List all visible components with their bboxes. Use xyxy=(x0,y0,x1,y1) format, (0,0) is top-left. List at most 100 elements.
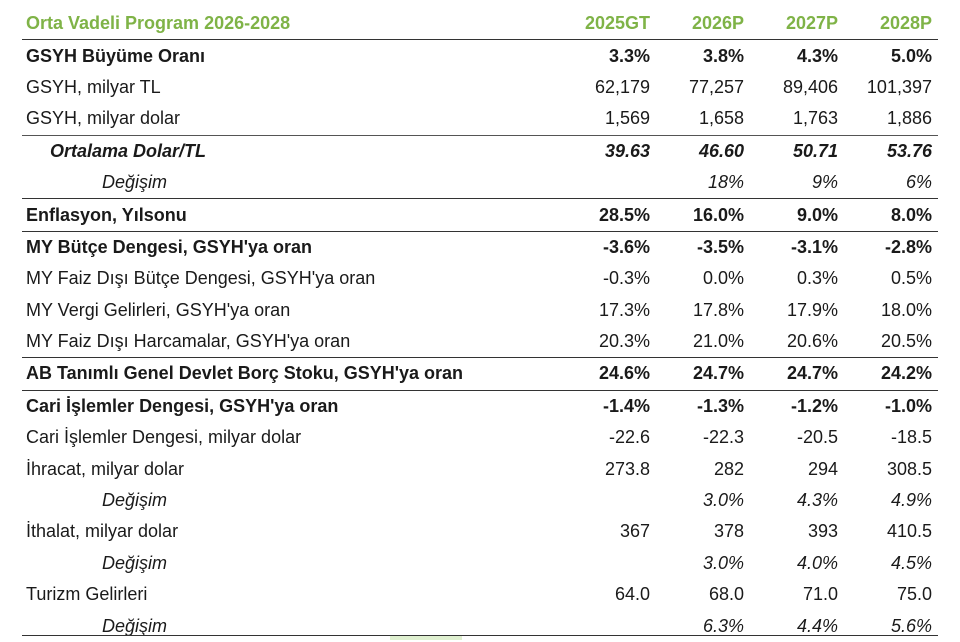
cell-2028p: 75.0 xyxy=(896,584,932,605)
cell-2028p: 0.5% xyxy=(890,268,932,289)
cell-2025gt: -22.6 xyxy=(608,427,650,448)
cell-2027p: -3.1% xyxy=(750,230,844,264)
cell-2028p: 5.6% xyxy=(890,615,932,636)
cell-2028p: -1.0% xyxy=(844,389,938,423)
cell-2027p: 4.3% xyxy=(796,45,838,66)
cell-2025gt: 39.63 xyxy=(562,134,656,167)
table-row: Değişim 6.3% 4.4% 5.6% xyxy=(22,610,938,641)
row-label: Cari İşlemler Dengesi, GSYH'ya oran xyxy=(22,389,562,423)
cell-2026p: 6.3% xyxy=(702,615,744,636)
cell-2026p: 378 xyxy=(713,521,744,542)
cell-2027p: 17.9% xyxy=(786,299,838,320)
cell-2025gt xyxy=(562,485,656,516)
cell-2026p: 68.0 xyxy=(708,584,744,605)
table-row: GSYH, milyar dolar 1,569 1,658 1,763 1,8… xyxy=(22,103,938,135)
row-label: MY Faiz Dışı Bütçe Dengesi, GSYH'ya oran xyxy=(26,268,376,289)
col-header-2025gt: 2025GT xyxy=(562,8,656,41)
cell-2026p: -1.3% xyxy=(656,389,750,423)
cell-2027p: 4.0% xyxy=(796,552,838,573)
cell-2026p: 3.8% xyxy=(702,45,744,66)
cell-2026p: -3.5% xyxy=(656,230,750,264)
cell-2028p: 4.5% xyxy=(890,552,932,573)
cell-2028p: -18.5 xyxy=(890,427,932,448)
cell-2027p: 89,406 xyxy=(782,76,838,97)
row-label: GSYH, milyar dolar xyxy=(26,108,181,129)
table-row: MY Faiz Dışı Harcamalar, GSYH'ya oran 20… xyxy=(22,326,938,358)
table-bottom-rule xyxy=(22,635,938,636)
cell-2027p: 71.0 xyxy=(802,584,838,605)
cell-2027p: 4.3% xyxy=(796,490,838,511)
cell-2027p: 50.71 xyxy=(750,134,844,167)
row-label: Enflasyon, Yılsonu xyxy=(22,198,562,232)
cell-2025gt: 273.8 xyxy=(604,458,650,479)
table-row: MY Faiz Dışı Bütçe Dengesi, GSYH'ya oran… xyxy=(22,263,938,294)
cell-2027p: 20.6% xyxy=(786,331,838,352)
cell-2025gt: 17.3% xyxy=(598,299,650,320)
cell-2025gt xyxy=(562,548,656,579)
table-title: Orta Vadeli Program 2026-2028 xyxy=(22,8,562,41)
cell-2026p: 3.0% xyxy=(702,490,744,511)
table-row: İhracat, milyar dolar 273.8 282 294 308.… xyxy=(22,453,938,484)
cell-2028p: 8.0% xyxy=(844,198,938,232)
cell-2028p: 53.76 xyxy=(844,134,938,167)
cell-2028p: 4.9% xyxy=(890,490,932,511)
table-row: Değişim 3.0% 4.0% 4.5% xyxy=(22,548,938,579)
cell-2026p: 0.0% xyxy=(702,268,744,289)
cell-2026p: 21.0% xyxy=(692,331,744,352)
cell-2025gt: 20.3% xyxy=(598,331,650,352)
cell-2026p: 1,658 xyxy=(698,108,744,129)
cell-2025gt: -1.4% xyxy=(562,389,656,423)
cell-2025gt: 64.0 xyxy=(614,584,650,605)
table-row: Değişim 3.0% 4.3% 4.9% xyxy=(22,485,938,516)
row-label: Değişim xyxy=(102,172,168,193)
table-row: GSYH Büyüme Oranı 3.3% 3.8% 4.3% 5.0% xyxy=(22,40,938,72)
table-row: İthalat, milyar dolar 367 378 393 410.5 xyxy=(22,516,938,547)
cell-2026p: 18% xyxy=(707,172,744,193)
table-row: MY Bütçe Dengesi, GSYH'ya oran -3.6% -3.… xyxy=(22,230,938,264)
cell-2028p: 18.0% xyxy=(880,299,932,320)
header-row: Orta Vadeli Program 2026-2028 2025GT 202… xyxy=(22,8,938,41)
cell-2027p: 4.4% xyxy=(796,615,838,636)
row-label: Değişim xyxy=(102,490,168,511)
cell-2025gt: 3.3% xyxy=(608,45,650,66)
row-label: MY Faiz Dışı Harcamalar, GSYH'ya oran xyxy=(26,331,351,352)
cell-2028p: 20.5% xyxy=(880,331,932,352)
table-row: Cari İşlemler Dengesi, milyar dolar -22.… xyxy=(22,422,938,453)
cell-2028p: 1,886 xyxy=(886,108,932,129)
row-label: Cari İşlemler Dengesi, milyar dolar xyxy=(26,427,302,448)
table-row: Enflasyon, Yılsonu 28.5% 16.0% 9.0% 8.0% xyxy=(22,198,938,232)
row-label: AB Tanımlı Genel Devlet Borç Stoku, GSYH… xyxy=(22,357,562,391)
cell-2026p: 77,257 xyxy=(688,76,744,97)
cell-2025gt xyxy=(562,610,656,641)
table-row: Turizm Gelirleri 64.0 68.0 71.0 75.0 xyxy=(22,579,938,610)
row-label: MY Bütçe Dengesi, GSYH'ya oran xyxy=(22,230,562,264)
table-row: GSYH, milyar TL 62,179 77,257 89,406 101… xyxy=(22,72,938,103)
cell-2027p: -20.5 xyxy=(796,427,838,448)
ovp-table-container: Orta Vadeli Program 2026-2028 2025GT 202… xyxy=(22,8,938,642)
cell-2027p: 24.7% xyxy=(750,357,844,391)
cell-2026p: 24.7% xyxy=(656,357,750,391)
cell-2027p: -1.2% xyxy=(750,389,844,423)
cell-2026p: 17.8% xyxy=(692,299,744,320)
cell-2025gt: 1,569 xyxy=(604,108,650,129)
col-header-2026p: 2026P xyxy=(656,8,750,41)
cell-2025gt: -3.6% xyxy=(562,230,656,264)
cell-2028p: 308.5 xyxy=(886,458,932,479)
cell-2027p: 294 xyxy=(807,458,838,479)
cell-2028p: 5.0% xyxy=(890,45,932,66)
cell-2026p: 3.0% xyxy=(702,552,744,573)
row-label: İhracat, milyar dolar xyxy=(26,458,185,479)
row-label: Değişim xyxy=(102,552,168,573)
cell-2025gt: 367 xyxy=(619,521,650,542)
cell-2025gt xyxy=(562,167,656,199)
cell-2026p: -22.3 xyxy=(702,427,744,448)
cell-2027p: 1,763 xyxy=(792,108,838,129)
cell-2028p: 101,397 xyxy=(866,76,932,97)
table-row: MY Vergi Gelirleri, GSYH'ya oran 17.3% 1… xyxy=(22,295,938,326)
row-label: MY Vergi Gelirleri, GSYH'ya oran xyxy=(26,299,291,320)
cell-selection-highlight xyxy=(390,636,462,640)
table-row: Değişim 18% 9% 6% xyxy=(22,167,938,199)
cell-2026p: 282 xyxy=(713,458,744,479)
cell-2027p: 9.0% xyxy=(750,198,844,232)
cell-2028p: -2.8% xyxy=(844,230,938,264)
